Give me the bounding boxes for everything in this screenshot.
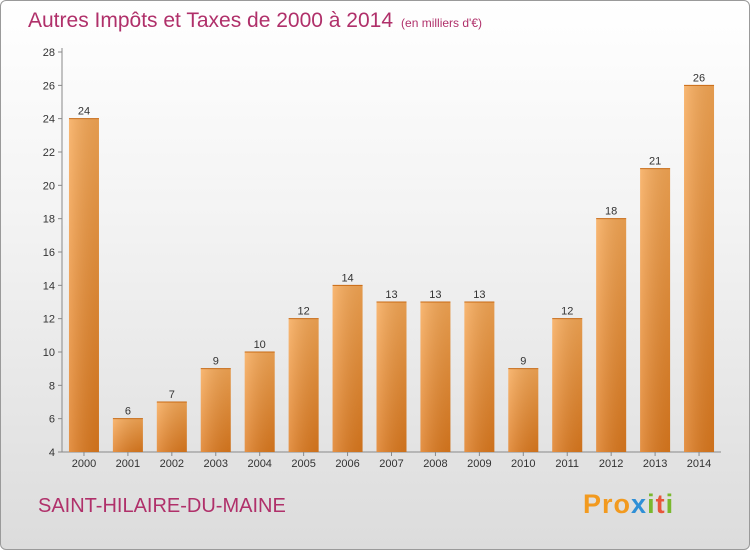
- x-tick-label: 2004: [247, 458, 271, 470]
- logo-letter: P: [583, 489, 603, 519]
- bar-shade: [332, 285, 363, 452]
- x-tick-label: 2001: [116, 458, 140, 470]
- bar-shade: [552, 318, 583, 452]
- x-tick-label: 2007: [379, 458, 403, 470]
- bar-value-label: 12: [298, 306, 310, 318]
- bar-value-label: 6: [125, 406, 131, 418]
- logo-letter: i: [665, 489, 675, 519]
- y-tick-label: 22: [43, 147, 55, 159]
- logo-letter: t: [655, 489, 666, 519]
- bar-value-label: 13: [429, 289, 441, 301]
- bar-shade: [464, 302, 495, 452]
- logo-letter: r: [602, 489, 614, 519]
- y-tick-label: 18: [43, 214, 55, 226]
- y-tick-label: 12: [43, 314, 55, 326]
- x-tick-label: 2006: [335, 458, 359, 470]
- y-tick-label: 10: [43, 347, 55, 359]
- proxiti-logo: Proxiti: [583, 489, 674, 520]
- chart-bars: [68, 84, 715, 453]
- bar-value-label: 9: [520, 356, 526, 368]
- bar-shade: [420, 302, 451, 452]
- x-tick-label: 2011: [555, 458, 579, 470]
- y-tick-label: 6: [49, 414, 55, 426]
- x-tick-label: 2009: [467, 458, 491, 470]
- bar-shade: [376, 302, 407, 452]
- chart-labels: 24 2000 6 2001 7 2002 9 2003 10 2004 12 2005 14 2006 1…: [72, 72, 712, 470]
- bar-value-label: 12: [561, 306, 573, 318]
- y-tick-label: 24: [43, 114, 55, 126]
- logo-letter: o: [613, 489, 632, 519]
- bar-value-label: 24: [78, 106, 90, 118]
- x-tick-label: 2014: [687, 458, 711, 470]
- bar-shade: [684, 85, 715, 452]
- x-tick-label: 2010: [511, 458, 535, 470]
- commune-name: SAINT-HILAIRE-DU-MAINE: [38, 495, 286, 517]
- bar-shade: [200, 368, 231, 452]
- bar-value-label: 10: [254, 339, 266, 351]
- chart-title-text: Autres Impôts et Taxes de 2000 à 2014: [28, 9, 394, 32]
- x-tick-label: 2000: [72, 458, 96, 470]
- y-tick-label: 20: [43, 180, 55, 192]
- bar-shade: [288, 318, 319, 452]
- bar-shade: [112, 418, 143, 452]
- bar-shade: [596, 218, 627, 452]
- bar-value-label: 9: [213, 356, 219, 368]
- y-tick-label: 16: [43, 247, 55, 259]
- bar-value-label: 14: [341, 272, 353, 284]
- bar-shade: [244, 352, 275, 452]
- bar-value-label: 18: [605, 206, 617, 218]
- bar-shade: [68, 118, 99, 453]
- y-tick-label: 8: [49, 380, 55, 392]
- x-tick-label: 2008: [423, 458, 447, 470]
- logo-letter: i: [647, 489, 656, 519]
- x-tick-label: 2002: [160, 458, 184, 470]
- bar-value-label: 13: [473, 289, 485, 301]
- x-tick-label: 2005: [291, 458, 315, 470]
- bar-value-label: 13: [385, 289, 397, 301]
- x-tick-label: 2013: [643, 458, 667, 470]
- y-tick-label: 4: [49, 447, 55, 459]
- bar-shade: [640, 168, 671, 452]
- bar-value-label: 26: [693, 72, 705, 84]
- y-tick-label: 26: [43, 80, 55, 92]
- chart-title: Autres Impôts et Taxes de 2000 à 2014 (en…: [28, 9, 482, 33]
- y-tick-label: 14: [43, 280, 55, 292]
- bar-shade: [508, 368, 539, 452]
- logo-letter: x: [631, 489, 648, 519]
- y-tick-label: 28: [43, 47, 55, 59]
- chart-subtitle: (en milliers d'€): [401, 16, 483, 30]
- bar-value-label: 7: [169, 389, 175, 401]
- bar-value-label: 21: [649, 156, 661, 168]
- x-tick-label: 2003: [204, 458, 228, 470]
- x-tick-label: 2012: [599, 458, 623, 470]
- bar-shade: [156, 402, 187, 452]
